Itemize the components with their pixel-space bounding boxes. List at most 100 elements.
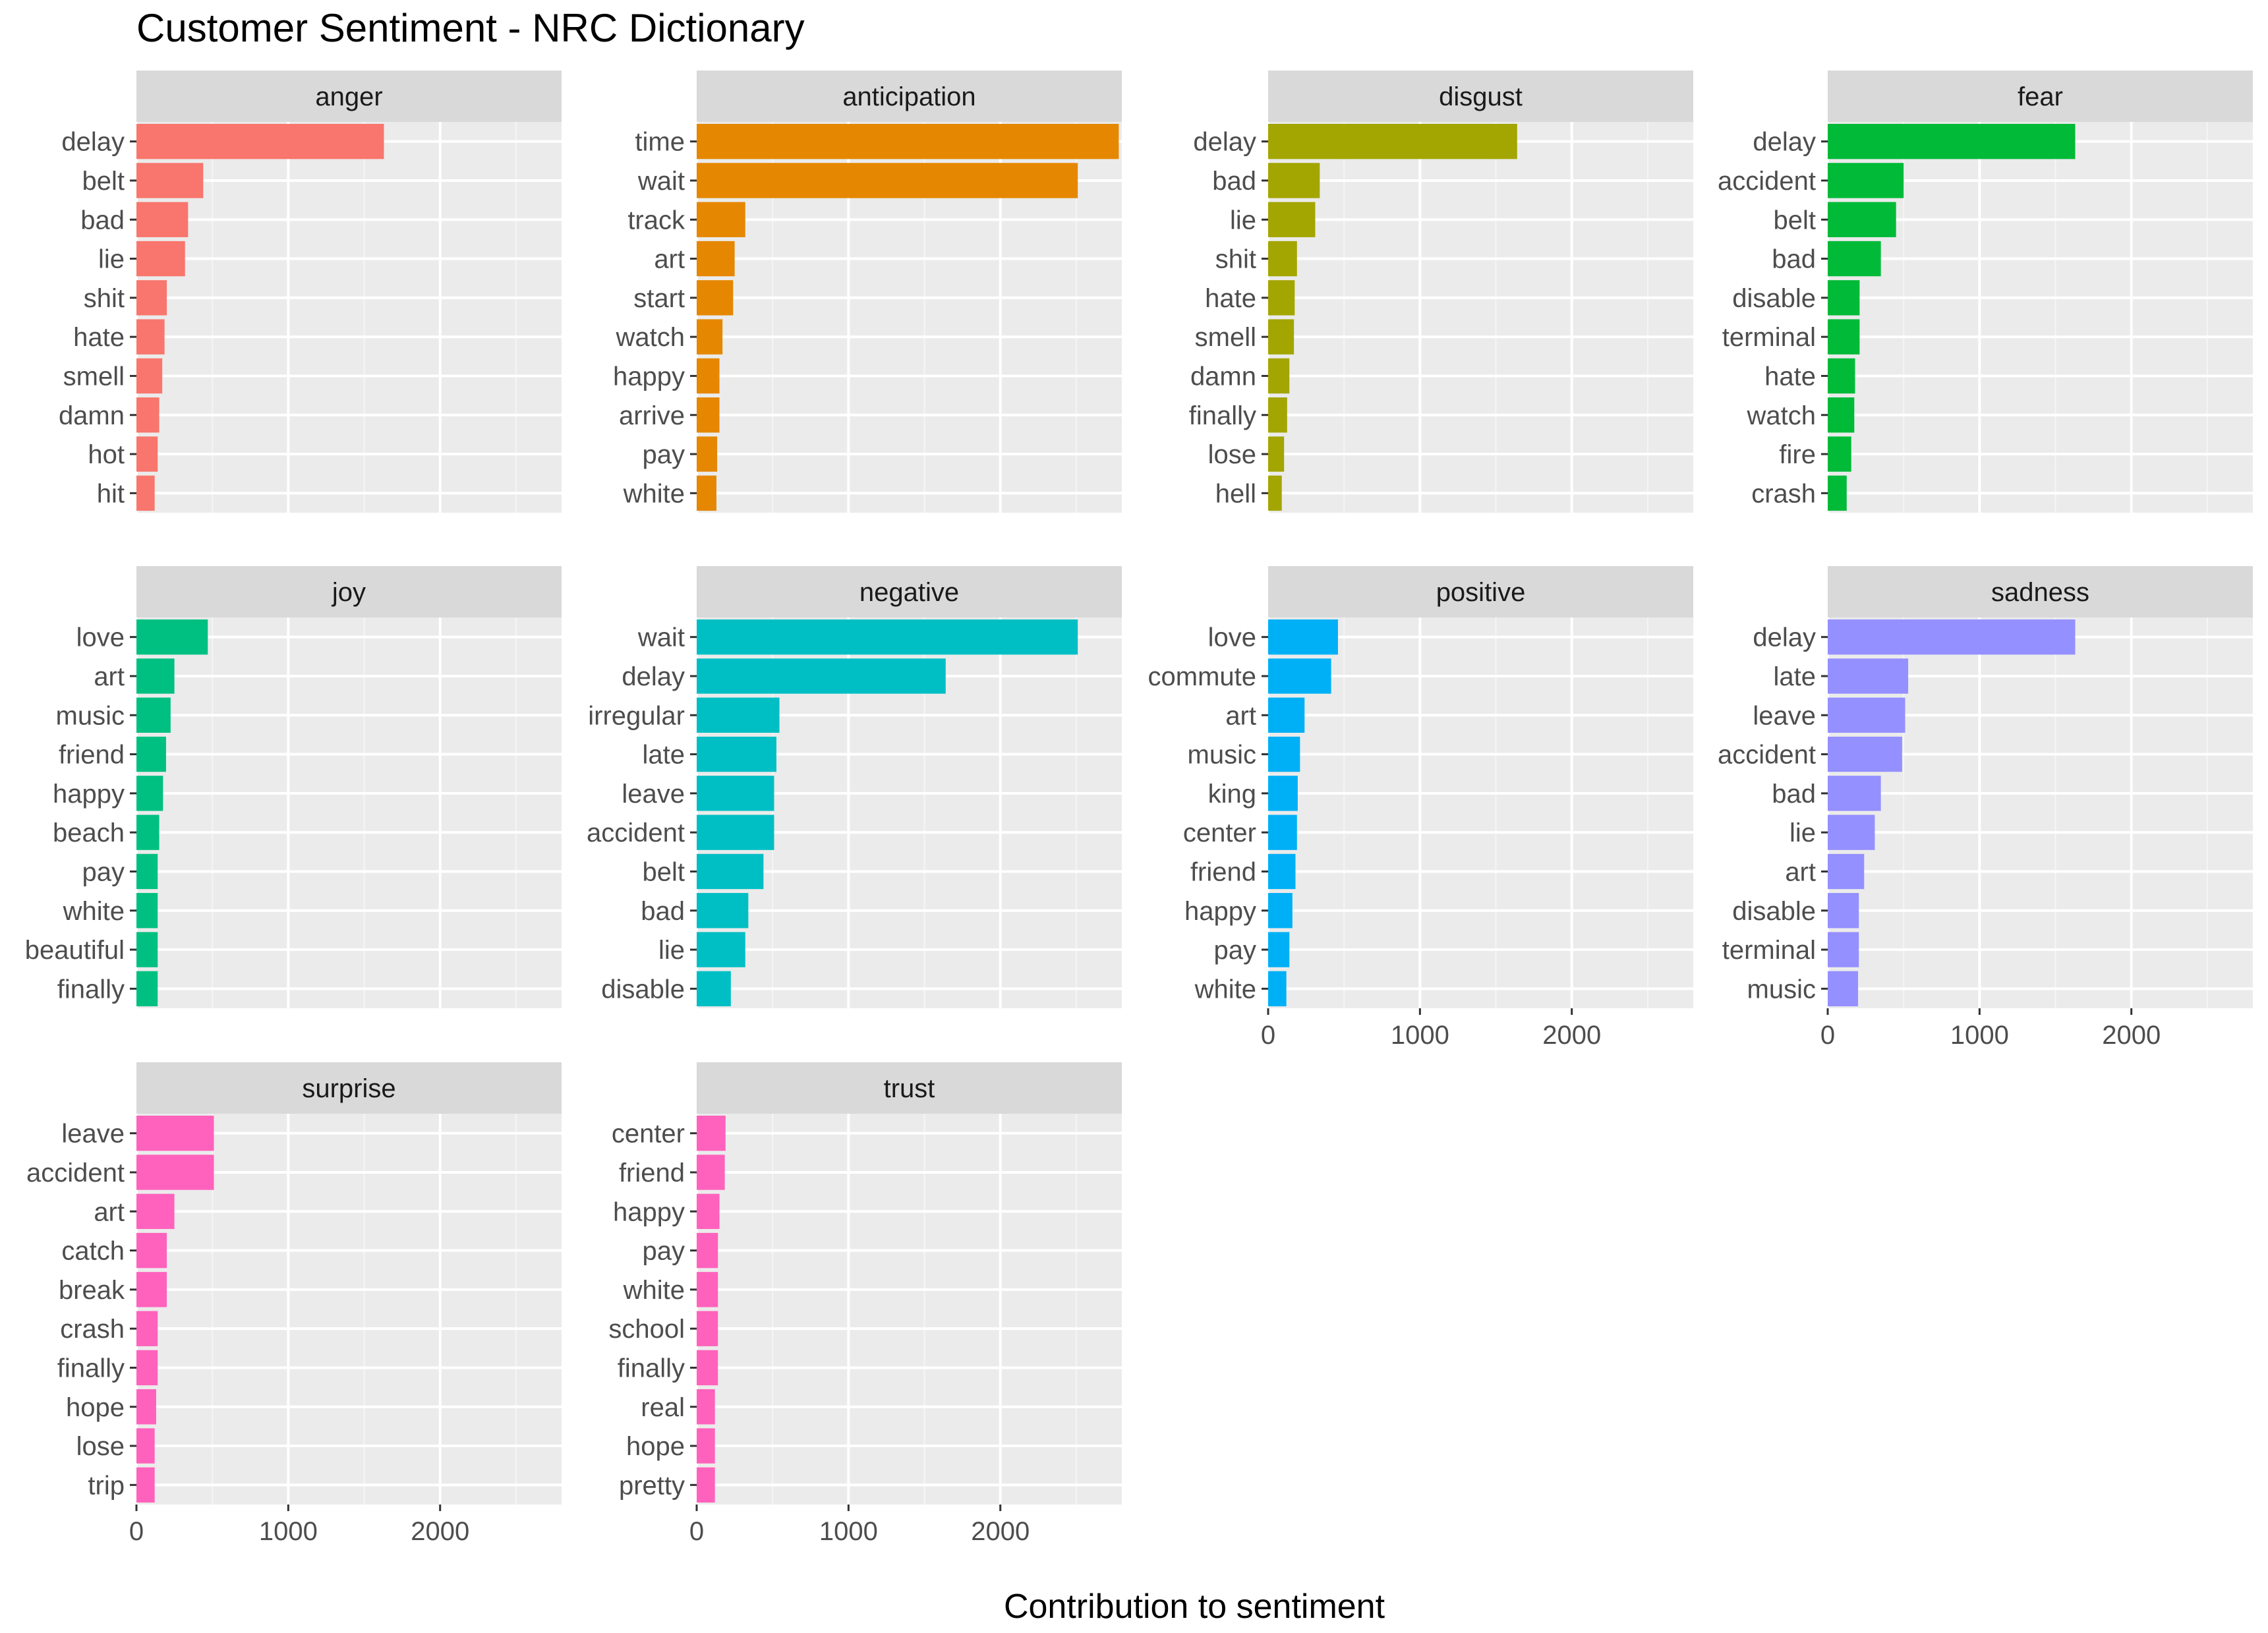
bar-anger-delay: [136, 123, 384, 159]
bar-joy-friend: [136, 736, 166, 772]
y-tick-label: delay: [1753, 128, 1816, 157]
bar-positive-center: [1268, 815, 1297, 850]
panel-background: [136, 122, 562, 513]
y-tick-label: accident: [587, 818, 685, 847]
y-tick-label: white: [623, 1276, 685, 1305]
y-tick-label: hate: [1764, 362, 1816, 391]
facet-panel-anticipation: anticipation time wait track art start watch ha…: [613, 71, 1122, 513]
x-tick-label: 2000: [2102, 1021, 2161, 1050]
bar-trust-finally: [697, 1350, 718, 1386]
x-tick-label: 0: [1261, 1021, 1275, 1050]
bar-sadness-art: [1828, 853, 1865, 890]
y-tick-label: watch: [616, 323, 685, 352]
bar-disgust-finally: [1268, 397, 1287, 433]
bar-negative-lie: [697, 932, 745, 967]
bar-sadness-lie: [1828, 815, 1875, 850]
panel-background: [136, 617, 562, 1008]
x-tick-label: 2000: [1542, 1021, 1601, 1050]
y-tick-label: center: [612, 1120, 685, 1149]
bar-fear-crash: [1828, 475, 1847, 511]
bar-sadness-accident: [1828, 736, 1902, 772]
y-tick-label: break: [59, 1276, 125, 1305]
bar-surprise-leave: [136, 1115, 214, 1151]
bar-positive-friend: [1268, 853, 1296, 890]
bar-anger-shit: [136, 280, 167, 316]
bar-anger-hot: [136, 436, 158, 472]
facet-panels: anger delay belt bad lie shit hate smell damn hot…: [25, 71, 2253, 1546]
y-tick-label: leave: [1753, 701, 1816, 730]
y-tick-label: art: [1785, 857, 1816, 886]
y-tick-label: hope: [66, 1393, 125, 1422]
facet-strip: [136, 566, 562, 617]
bar-fear-watch: [1828, 397, 1855, 433]
bar-surprise-lose: [136, 1428, 155, 1464]
facet-panel-anger: anger delay belt bad lie shit hate smell damn hot…: [59, 71, 562, 513]
y-tick-label: hit: [97, 479, 125, 508]
bar-surprise-accident: [136, 1155, 214, 1190]
y-tick-label: music: [1188, 741, 1256, 770]
bar-trust-happy: [697, 1193, 720, 1229]
y-tick-label: hate: [1205, 284, 1256, 313]
bar-sadness-delay: [1828, 619, 2076, 655]
y-tick-label: beach: [53, 818, 125, 847]
y-tick-label: center: [1183, 818, 1256, 847]
bar-positive-love: [1268, 619, 1338, 655]
bar-joy-love: [136, 619, 208, 655]
y-tick-label: finally: [618, 1354, 685, 1383]
bar-anticipation-pay: [697, 436, 718, 472]
bar-anticipation-wait: [697, 163, 1078, 198]
bar-disgust-smell: [1268, 319, 1294, 355]
y-tick-label: pay: [82, 857, 125, 886]
bar-joy-happy: [136, 776, 163, 811]
x-tick-label: 0: [1820, 1021, 1835, 1050]
y-tick-label: friend: [59, 741, 125, 770]
y-tick-label: love: [1208, 623, 1256, 652]
panel-background: [697, 1114, 1122, 1504]
y-tick-label: smell: [1195, 323, 1256, 352]
y-tick-label: late: [1774, 662, 1817, 691]
y-tick-label: art: [94, 662, 125, 691]
y-tick-label: bad: [1772, 780, 1816, 809]
bar-fear-fire: [1828, 436, 1851, 472]
bar-joy-beautiful: [136, 932, 158, 967]
y-tick-label: love: [76, 623, 125, 652]
facet-panel-joy: joy love art music friend happy beach pay white b…: [25, 566, 562, 1008]
bar-surprise-finally: [136, 1350, 158, 1386]
y-tick-label: damn: [59, 401, 125, 430]
facet-strip-label: trust: [884, 1074, 935, 1103]
y-tick-label: watch: [1747, 401, 1817, 430]
y-tick-label: accident: [1718, 741, 1816, 770]
y-tick-label: delay: [61, 128, 125, 157]
y-tick-label: lose: [1208, 440, 1256, 469]
y-tick-label: school: [608, 1315, 685, 1344]
y-tick-label: pay: [643, 1237, 685, 1266]
facet-strip: [1268, 71, 1693, 122]
y-tick-label: delay: [1193, 128, 1256, 157]
x-tick-label: 2000: [971, 1517, 1030, 1546]
bar-joy-white: [136, 893, 158, 929]
bar-positive-commute: [1268, 658, 1331, 694]
facet-strip-label: sadness: [1991, 578, 2089, 607]
y-tick-label: happy: [53, 780, 125, 809]
y-tick-label: irregular: [588, 701, 685, 730]
bar-negative-delay: [697, 658, 946, 694]
y-tick-label: delay: [1753, 623, 1816, 652]
x-tick-label: 0: [689, 1517, 704, 1546]
facet-strip-label: anticipation: [842, 82, 975, 111]
bar-surprise-crash: [136, 1311, 158, 1346]
facet-strip-label: positive: [1436, 578, 1526, 607]
y-tick-label: finally: [57, 975, 125, 1004]
facet-strip: [1268, 566, 1693, 617]
bar-positive-art: [1268, 697, 1305, 733]
y-tick-label: pretty: [619, 1471, 685, 1500]
bar-anger-damn: [136, 397, 160, 433]
bar-trust-hope: [697, 1428, 715, 1464]
y-tick-label: belt: [1774, 206, 1817, 235]
y-tick-label: bad: [1772, 245, 1816, 274]
bar-joy-beach: [136, 815, 160, 850]
y-tick-label: happy: [613, 1197, 685, 1226]
facet-strip: [697, 566, 1122, 617]
bar-negative-wait: [697, 619, 1078, 655]
x-tick-label: 1000: [1391, 1021, 1449, 1050]
x-tick-label: 0: [129, 1517, 144, 1546]
